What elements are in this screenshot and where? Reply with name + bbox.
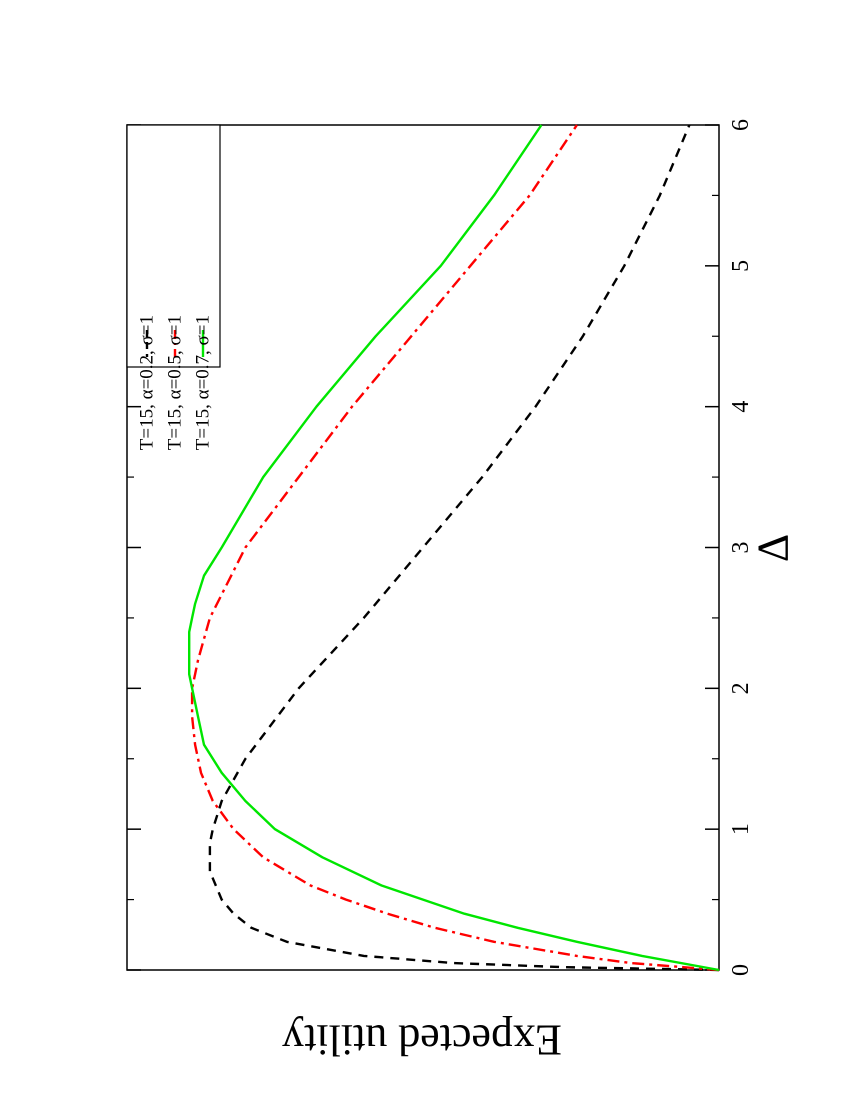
x-tick-label: 1 xyxy=(728,823,754,835)
legend-label: T=15, α=0.7, σ=1 xyxy=(193,315,214,450)
series-layer xyxy=(187,124,720,972)
series-line xyxy=(187,124,720,972)
legend-label: T=15, α=0.2, σ=1 xyxy=(137,315,158,450)
y-axis-label: Expected utility xyxy=(282,1016,562,1065)
series-line xyxy=(208,124,720,972)
x-tick-label: 6 xyxy=(728,119,754,131)
legend-label: T=15, α=0.5, σ=1 xyxy=(165,315,186,450)
legend: T=15, α=0.2, σ=1 T=15, α=0.5, σ=1 T=15, α=… xyxy=(126,124,221,450)
x-tick-label: 0 xyxy=(728,964,754,976)
x-tick-label: 3 xyxy=(728,542,754,554)
x-tick-label: 2 xyxy=(728,682,754,694)
legend-box xyxy=(126,124,221,368)
x-tick-label: 4 xyxy=(728,401,754,413)
tick-labels: 0 1 2 3 4 5 6 xyxy=(728,119,754,976)
series-line xyxy=(190,124,720,972)
x-axis-label: Δ xyxy=(749,534,798,562)
x-tick-label: 5 xyxy=(728,260,754,272)
